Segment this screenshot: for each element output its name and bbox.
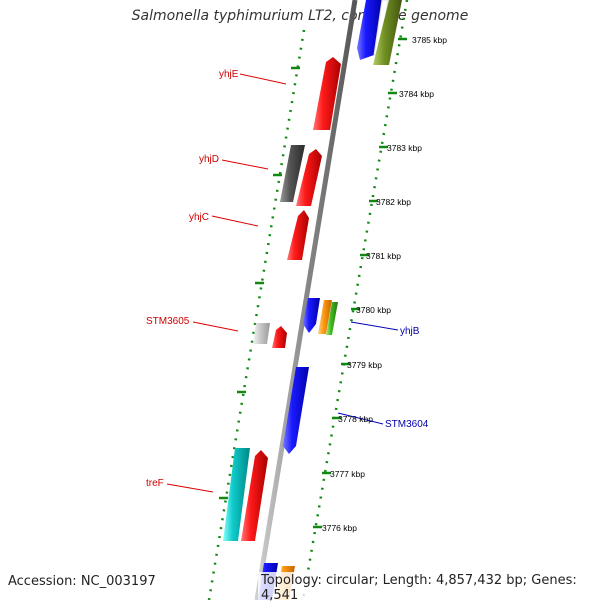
scale-label: 3785 kbp <box>412 35 447 45</box>
label-yhjB: yhjB <box>400 326 420 337</box>
gene-orange[interactable] <box>318 300 332 334</box>
scale-label: 3778 kbp <box>338 414 373 424</box>
scale-label: 3777 kbp <box>330 469 365 479</box>
gene-cyan[interactable] <box>223 448 250 541</box>
label-yhjD: yhjD <box>199 154 219 165</box>
blue-leader-lines <box>337 321 399 425</box>
gene-yhjD[interactable] <box>296 149 322 206</box>
label-yhjC: yhjC <box>189 212 209 223</box>
label-treF: treF <box>146 478 164 489</box>
red-leader-lines <box>166 73 287 493</box>
scale-label: 3780 kbp <box>356 305 391 315</box>
scale-label: 3779 kbp <box>347 360 382 370</box>
accession-text: Accession: NC_003197 <box>8 574 156 589</box>
genome-backbone <box>254 0 358 600</box>
outer-ruler-ticks <box>313 37 407 529</box>
gene-blue-yhjB-left[interactable] <box>303 298 320 333</box>
label-STM3605: STM3605 <box>146 316 190 327</box>
label-STM3604: STM3604 <box>385 419 429 430</box>
gene-yhjC[interactable] <box>287 210 309 260</box>
scale-label: 3783 kbp <box>387 143 422 153</box>
topology-text: Topology: circular; Length: 4,857,432 bp… <box>258 572 600 604</box>
gene-olive-top[interactable] <box>373 0 402 65</box>
inner-ruler <box>207 29 306 600</box>
label-yhjE: yhjE <box>219 69 239 80</box>
scale-label: 3782 kbp <box>376 197 411 207</box>
gene-dark-gray[interactable] <box>280 145 305 202</box>
gene-treF[interactable] <box>241 450 268 541</box>
gene-yhjE[interactable] <box>313 57 341 130</box>
scale-label: 3781 kbp <box>366 251 401 261</box>
gene-STM3604[interactable] <box>283 367 309 454</box>
gene-blue-top[interactable] <box>357 0 382 60</box>
gene-STM3605[interactable] <box>272 326 287 348</box>
scale-label: 3776 kbp <box>322 523 357 533</box>
scale-label: 3784 kbp <box>399 89 434 99</box>
gene-light-gray[interactable] <box>253 323 270 344</box>
inner-ruler-ticks <box>219 66 300 500</box>
gene-yhjB[interactable] <box>326 302 338 335</box>
